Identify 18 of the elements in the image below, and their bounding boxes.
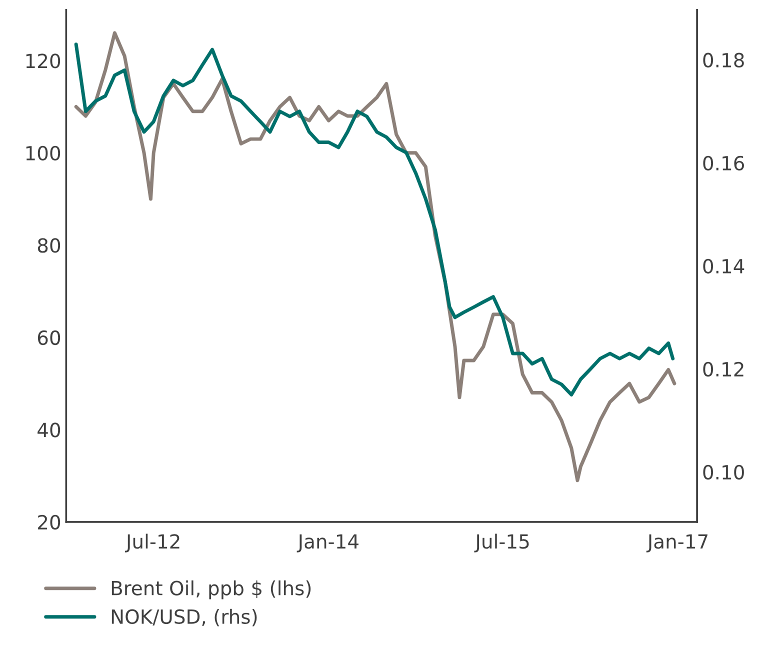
- line-series: [74, 42, 675, 396]
- y-tick-label: 40: [38, 422, 60, 438]
- y2-tick-label: 0.14: [703, 258, 744, 274]
- y2-tick-label: 0.10: [703, 464, 744, 480]
- x-tick-label: Jan-14: [296, 534, 358, 552]
- y-tick-label: 100: [26, 146, 60, 161]
- x-tick-label: Jan-17: [646, 534, 708, 552]
- legend-label: NOK/USD, (rhs): [112, 608, 257, 626]
- y-tick-label: 60: [38, 330, 60, 346]
- y2-tick-label: 0.16: [703, 156, 744, 171]
- y2-tick-label: 0.12: [703, 362, 744, 377]
- y-tick-label: 120: [26, 54, 60, 68]
- x-tick-label: Jul-12: [124, 534, 180, 552]
- y-tick-label: 80: [38, 238, 60, 253]
- y-tick-label: 20: [38, 514, 60, 530]
- legend-label: Brent Oil, ppb $ (lhs): [112, 580, 311, 600]
- y2-tick-label: 0.18: [703, 52, 744, 68]
- x-tick-label: Jul-15: [474, 534, 529, 552]
